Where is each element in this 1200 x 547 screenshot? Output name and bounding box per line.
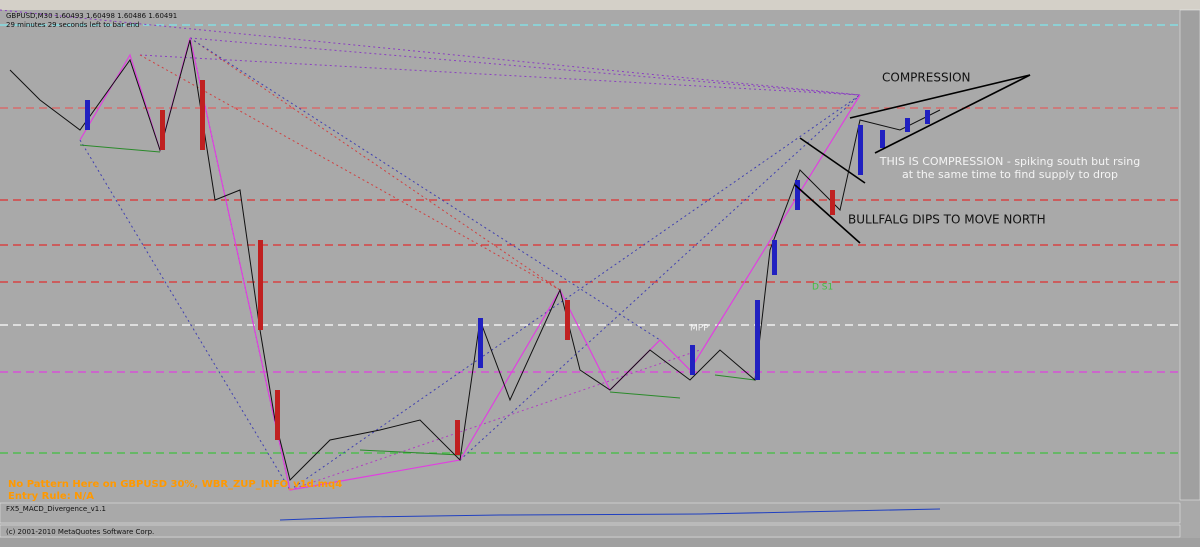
- projection: [459, 94, 861, 461]
- annotation: at the same time to find supply to drop: [902, 168, 1118, 181]
- trendline: [799, 137, 866, 184]
- candle: [858, 125, 863, 175]
- bar-timer: 29 minutes 29 seconds left to bar end: [6, 21, 140, 29]
- info-line: Entry Rule: N/A: [8, 491, 94, 502]
- candle: [85, 100, 90, 130]
- candle: [690, 345, 695, 375]
- candle: [795, 180, 800, 210]
- time-axis: [0, 538, 1200, 547]
- level-label: MPP: [690, 324, 709, 334]
- trendline: [794, 184, 861, 244]
- copyright: (c) 2001-2010 MetaQuotes Software Corp.: [6, 528, 154, 536]
- divergence: [359, 449, 461, 456]
- price-axis: [1179, 9, 1200, 501]
- projection: [79, 139, 291, 491]
- projection: [289, 94, 861, 491]
- candles: [85, 80, 930, 455]
- candle: [755, 300, 760, 380]
- projection: [0, 9, 861, 96]
- candle: [925, 110, 930, 124]
- candle: [258, 240, 263, 330]
- info-line: No Pattern Here on GBPUSD 30%, WBR_ZUP_I…: [8, 479, 342, 490]
- candle: [478, 318, 483, 368]
- candle: [880, 130, 885, 148]
- candle: [830, 190, 835, 215]
- macd-line: [279, 508, 941, 521]
- candle: [565, 300, 570, 340]
- projection: [139, 54, 861, 96]
- indicator-panel: [0, 524, 1181, 538]
- level-label: D S1: [812, 283, 833, 293]
- annotation: BULLFALG DIPS TO MOVE NORTH: [848, 213, 1046, 227]
- candle: [905, 118, 910, 132]
- candle: [275, 390, 280, 440]
- trendline: [874, 74, 1031, 154]
- candle: [200, 80, 205, 150]
- projection: [189, 37, 661, 341]
- candle: [455, 420, 460, 455]
- projection: [289, 349, 701, 491]
- annotation: THIS IS COMPRESSION - spiking south but …: [879, 155, 1140, 168]
- candle: [772, 240, 777, 275]
- divergence: [609, 391, 681, 399]
- annotation: COMPRESSION: [882, 71, 971, 85]
- projection: [139, 54, 561, 291]
- divergence: [79, 144, 161, 153]
- top-bar: [0, 0, 1200, 10]
- indicator-panel: [0, 502, 1181, 524]
- projection: [189, 37, 861, 96]
- divergence: [714, 374, 756, 381]
- price-path: [9, 39, 941, 481]
- candle: [160, 110, 165, 150]
- divergence-lines: [79, 144, 756, 456]
- trendline: [849, 74, 1031, 119]
- symbol-info: GBPUSD,M30 1.60493 1.60498 1.60486 1.604…: [6, 12, 177, 20]
- trendlines: [794, 74, 1031, 244]
- indicator-label: FX5_MACD_Divergence_v1.1: [6, 505, 106, 513]
